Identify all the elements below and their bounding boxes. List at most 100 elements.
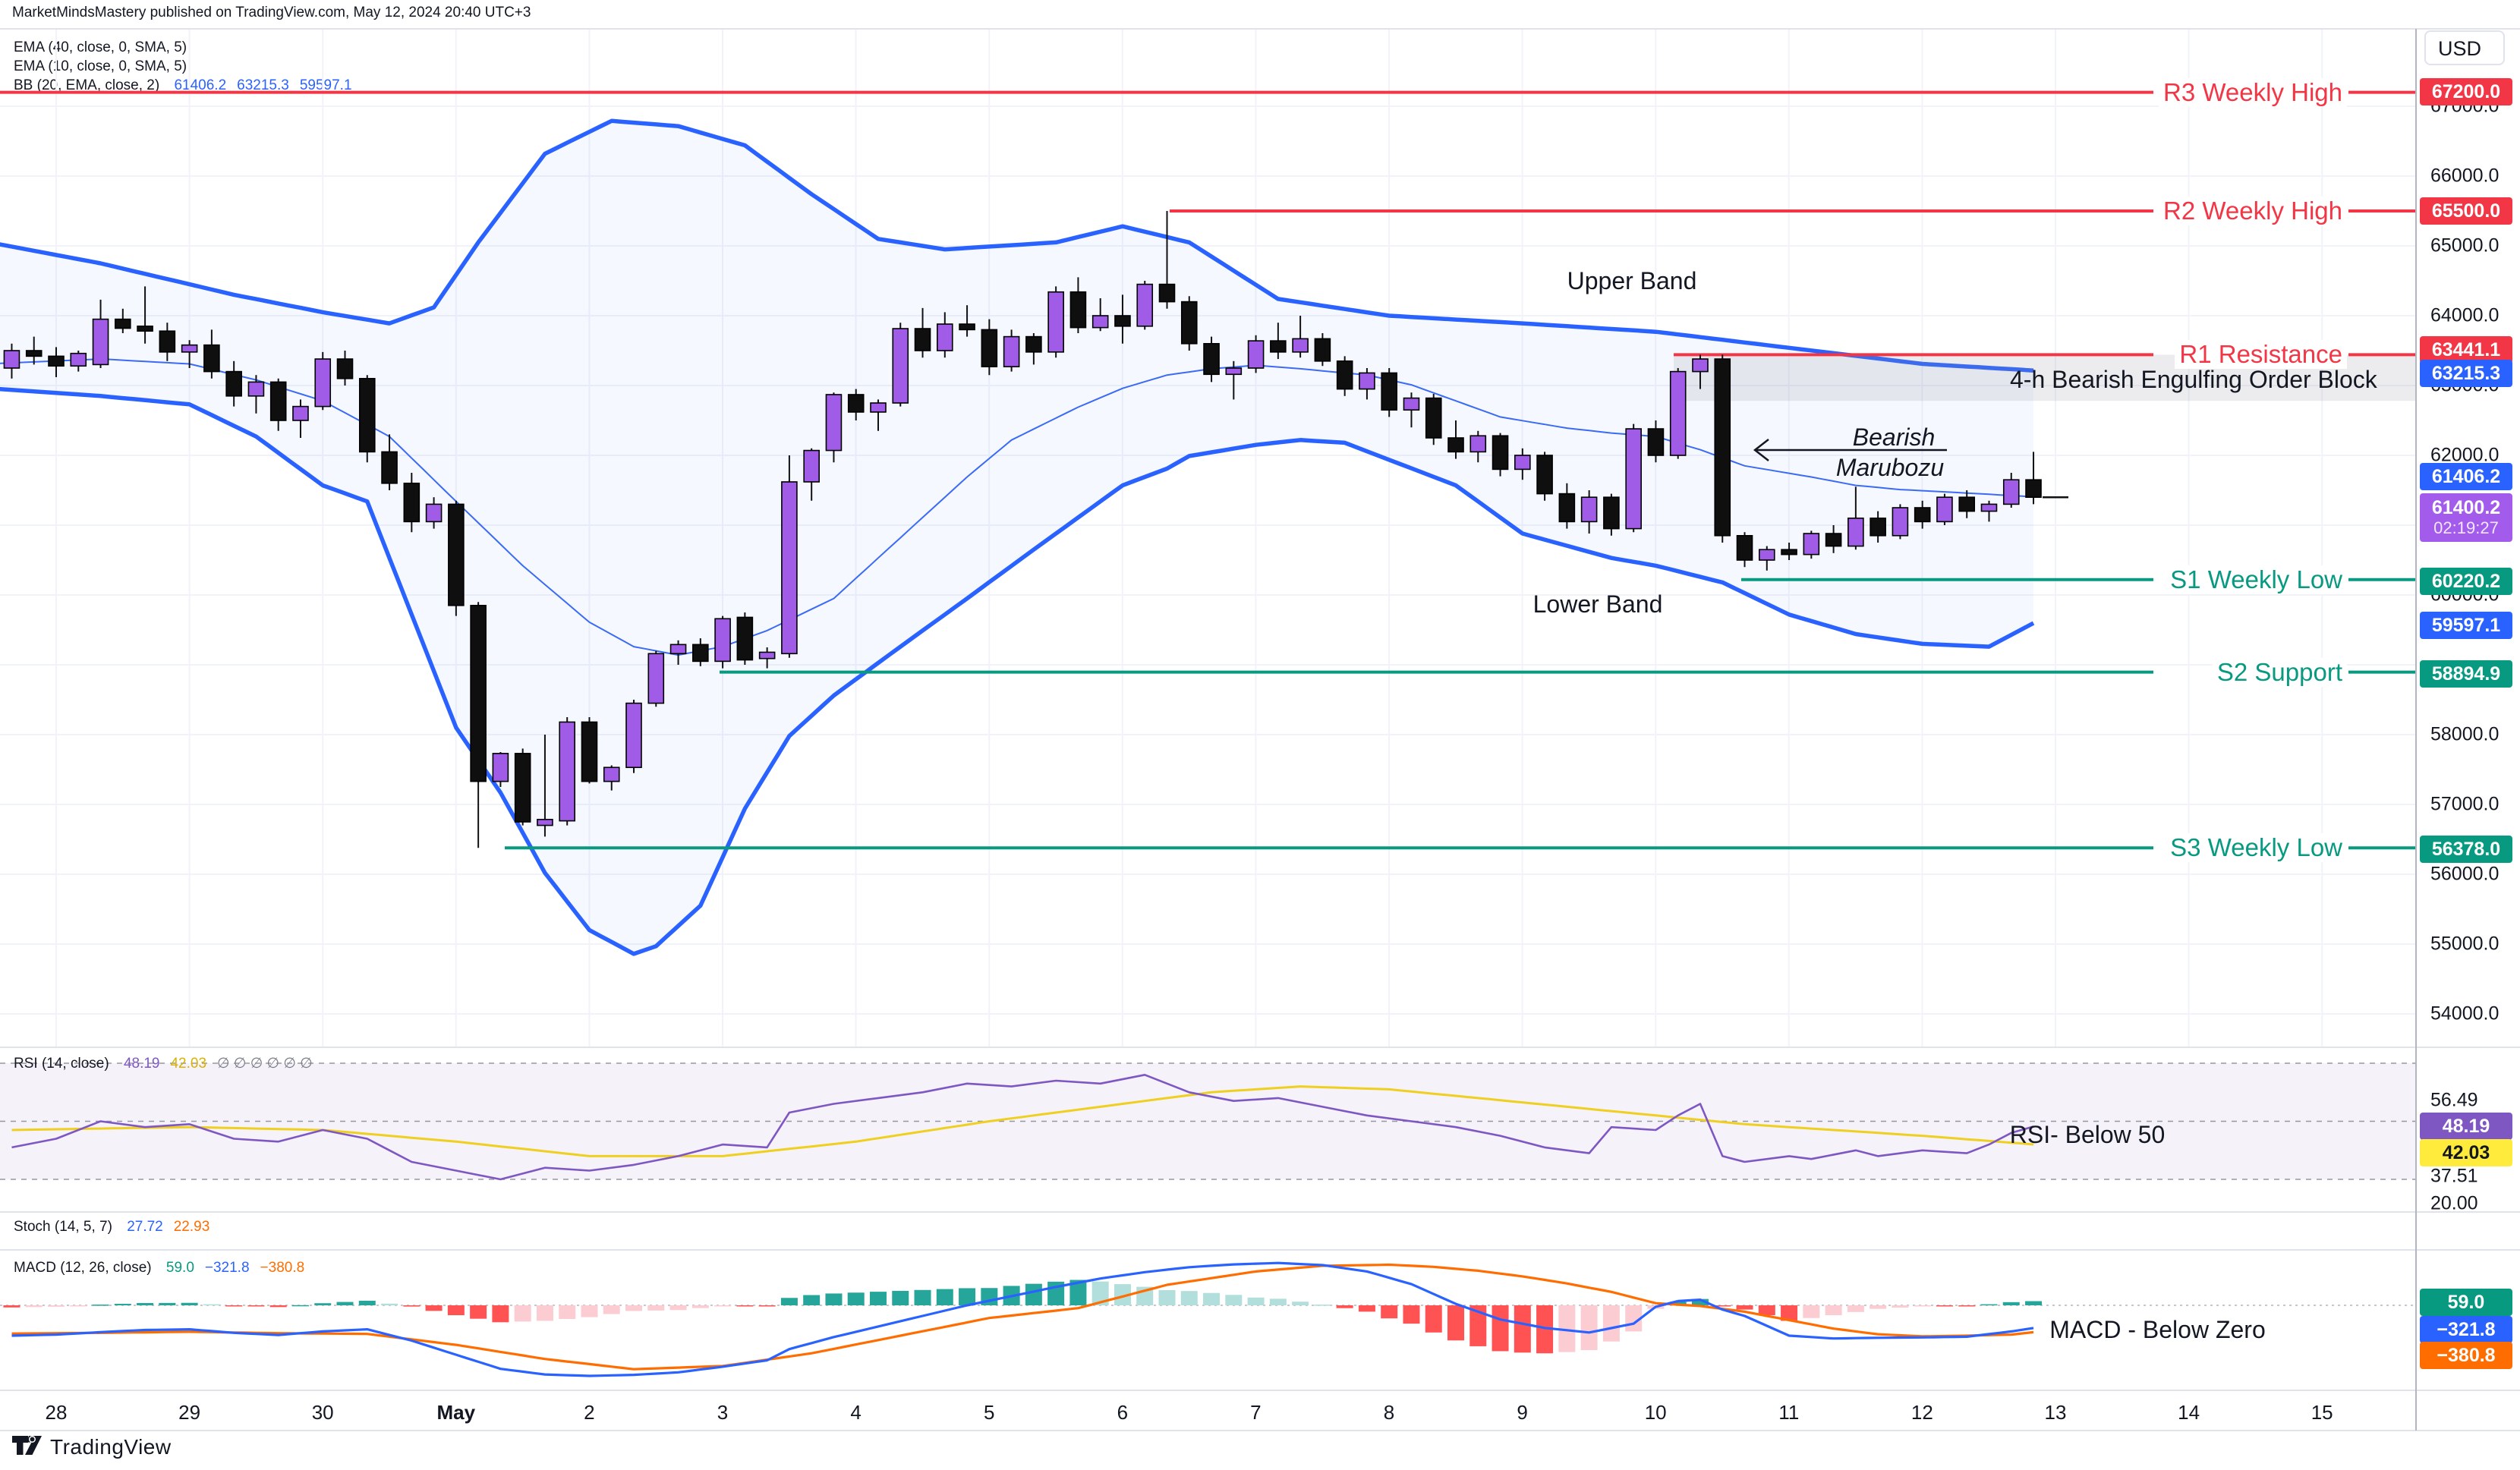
candle[interactable]	[1381, 372, 1397, 411]
candle[interactable]	[2025, 479, 2042, 499]
candle[interactable]	[1870, 517, 1886, 537]
candle[interactable]	[625, 702, 642, 769]
candle[interactable]	[1936, 496, 1953, 523]
candle[interactable]	[1158, 283, 1176, 303]
candle[interactable]	[1781, 549, 1797, 556]
candle[interactable]	[1714, 358, 1731, 537]
candle[interactable]	[3, 350, 20, 369]
candle[interactable]	[70, 352, 87, 367]
candle[interactable]	[1980, 503, 1998, 512]
candle[interactable]	[1892, 507, 1909, 537]
candle[interactable]	[137, 325, 153, 332]
candle[interactable]	[669, 644, 687, 655]
candle[interactable]	[803, 449, 820, 483]
candle[interactable]	[25, 350, 43, 357]
candle[interactable]	[1958, 496, 1976, 512]
rsi-pane[interactable]	[0, 1062, 2416, 1181]
candle[interactable]	[870, 402, 887, 413]
candle[interactable]	[1492, 435, 1509, 471]
legend-row-bb[interactable]: BB (20, EMA, close, 2) 61406.2 63215.3 595…	[14, 77, 352, 94]
candle[interactable]	[314, 358, 332, 408]
candle[interactable]	[1447, 437, 1464, 453]
candle[interactable]	[892, 328, 909, 404]
candle[interactable]	[959, 323, 975, 331]
legend-row-ema10[interactable]: EMA (10, close, 0, SMA, 5)	[14, 58, 187, 75]
candle[interactable]	[647, 653, 665, 704]
candle[interactable]	[1270, 340, 1287, 353]
candle[interactable]	[758, 651, 776, 659]
bearish-marubozu-annotation-line1[interactable]: Bearish	[1852, 423, 1936, 451]
candle[interactable]	[1469, 435, 1487, 453]
legend-row-ema40[interactable]: EMA (40, close, 0, SMA, 5)	[14, 39, 187, 56]
candle[interactable]	[225, 370, 242, 397]
candle[interactable]	[1069, 291, 1087, 329]
candle[interactable]	[492, 753, 509, 782]
candle[interactable]	[1736, 534, 1753, 561]
candle[interactable]	[1514, 455, 1531, 471]
candle[interactable]	[1914, 507, 1931, 523]
candle[interactable]	[269, 381, 287, 421]
candle[interactable]	[1091, 315, 1109, 329]
candle[interactable]	[914, 328, 931, 351]
candle[interactable]	[203, 344, 220, 373]
candle[interactable]	[1114, 315, 1131, 327]
candle[interactable]	[1603, 496, 1620, 530]
candle[interactable]	[159, 330, 176, 353]
rsi-line[interactable]	[11, 1074, 2034, 1181]
candle[interactable]	[1003, 335, 1020, 367]
candle[interactable]	[1825, 533, 1842, 547]
legend-row-rsi[interactable]: RSI (14, close) 48.19 42.03 ∅ ∅ ∅ ∅ ∅ ∅	[14, 1055, 313, 1072]
level-label-r1-resistance[interactable]: R1 Resistance	[2175, 340, 2347, 370]
level-label-r3-weekly-high[interactable]: R3 Weekly High	[2159, 77, 2347, 107]
candle[interactable]	[714, 618, 731, 663]
candle[interactable]	[1536, 455, 1553, 495]
candle[interactable]	[514, 753, 531, 823]
macd-line[interactable]	[11, 1261, 2034, 1377]
candle[interactable]	[1025, 335, 1042, 353]
candle[interactable]	[403, 482, 421, 523]
candle[interactable]	[1047, 291, 1064, 353]
candle[interactable]	[1847, 517, 1864, 547]
candle[interactable]	[1225, 367, 1243, 376]
candle[interactable]	[247, 381, 265, 397]
macd-signal-line[interactable]	[11, 1263, 2034, 1371]
order-block-annotation[interactable]: 4-h Bearish Engulfing Order Block	[2010, 366, 2377, 393]
candle[interactable]	[736, 616, 754, 661]
candle[interactable]	[448, 503, 465, 606]
candle[interactable]	[537, 818, 553, 826]
candle[interactable]	[1292, 338, 1309, 353]
rsi-note-annotation[interactable]: RSI- Below 50	[2009, 1121, 2166, 1148]
candle[interactable]	[1180, 301, 1198, 345]
legend-row-stoch[interactable]: Stoch (14, 5, 7) 27.72 22.93	[14, 1219, 209, 1235]
candle[interactable]	[1136, 283, 1154, 327]
level-label-s3-weekly-low[interactable]: S3 Weekly Low	[2166, 833, 2347, 863]
level-label-s2-support[interactable]: S2 Support	[2212, 657, 2347, 687]
currency-button[interactable]: USD	[2424, 30, 2505, 65]
candle[interactable]	[781, 481, 798, 655]
candle[interactable]	[1558, 493, 1576, 523]
candle[interactable]	[1314, 338, 1331, 362]
candle[interactable]	[1758, 549, 1775, 561]
candle[interactable]	[1425, 397, 1442, 439]
candle[interactable]	[1580, 496, 1598, 523]
macd-pane[interactable]	[0, 1261, 2416, 1377]
candle[interactable]	[2002, 479, 2020, 505]
candle[interactable]	[1803, 533, 1820, 556]
legend-row-macd[interactable]: MACD (12, 26, close) 59.0 −321.8 −380.8	[14, 1260, 304, 1276]
candle[interactable]	[1625, 428, 1642, 530]
price-pane[interactable]	[0, 29, 2416, 1047]
level-label-r2-weekly-high[interactable]: R2 Weekly High	[2159, 197, 2347, 225]
candle[interactable]	[181, 344, 198, 353]
candle[interactable]	[336, 358, 354, 379]
candle[interactable]	[470, 604, 487, 782]
candle[interactable]	[603, 766, 620, 782]
candle[interactable]	[1336, 360, 1353, 390]
candle[interactable]	[381, 451, 398, 484]
candle[interactable]	[1203, 342, 1220, 376]
candle[interactable]	[425, 503, 443, 523]
candle[interactable]	[1692, 358, 1709, 373]
bearish-marubozu-annotation-line2[interactable]: Marubozu	[1835, 454, 1945, 481]
candle[interactable]	[1403, 397, 1420, 411]
rsi-ma-line[interactable]	[11, 1085, 2034, 1157]
